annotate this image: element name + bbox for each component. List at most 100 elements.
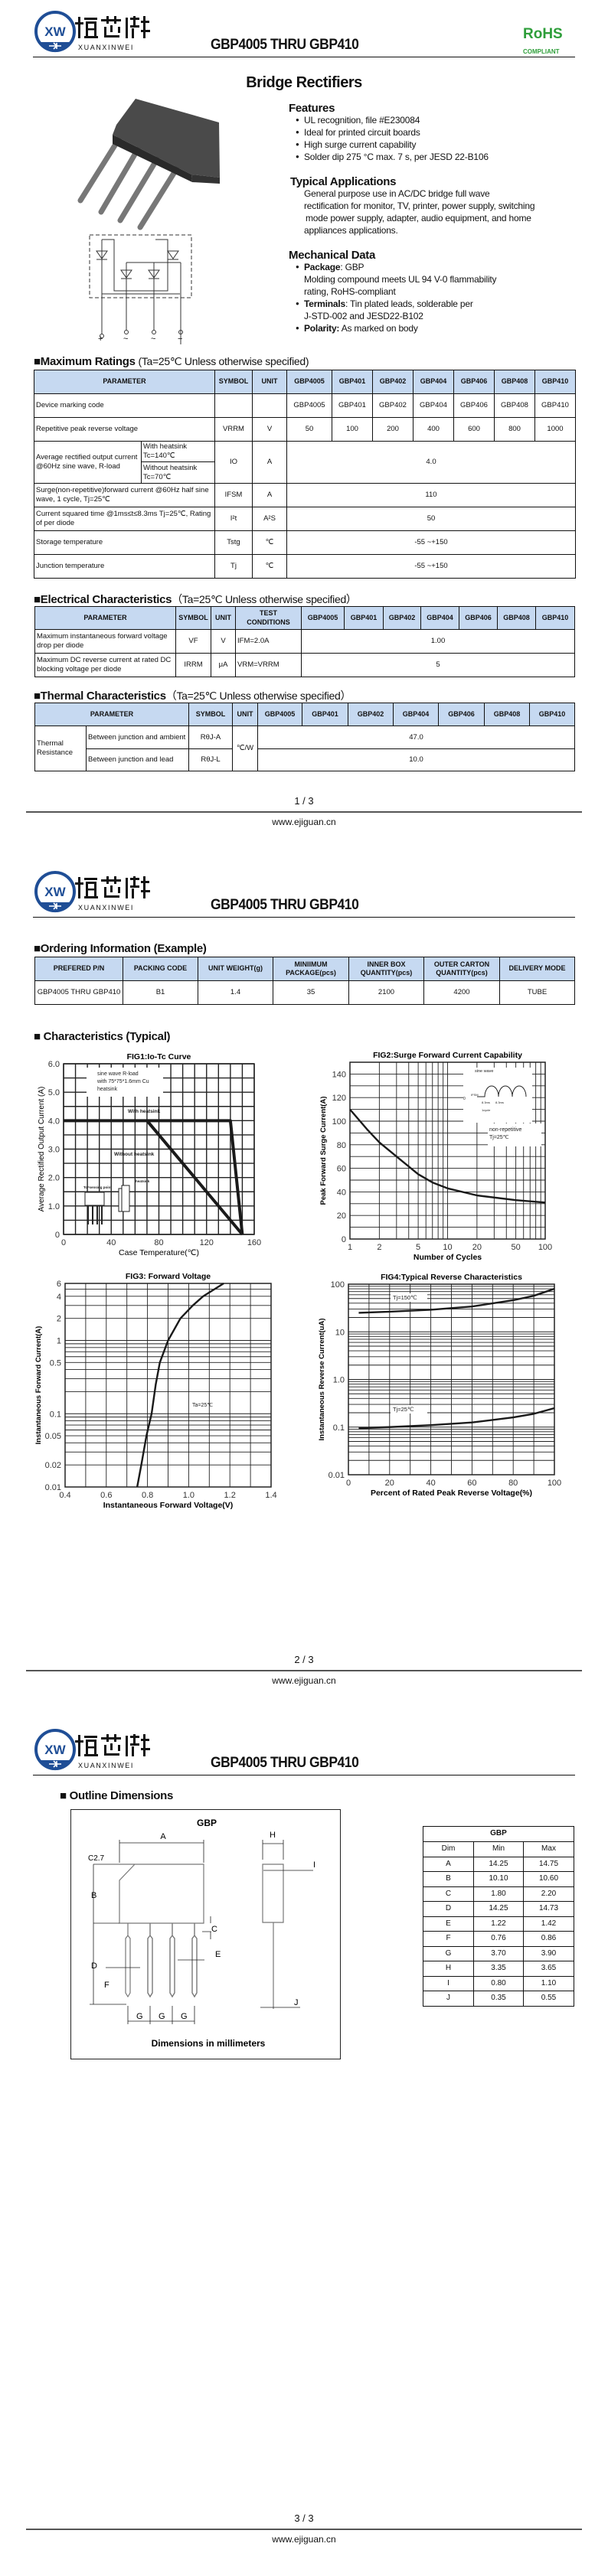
col-model: GBP4005 [301,606,345,630]
section-condition: （Ta=25℃ Unless otherwise specified） [165,690,351,702]
col-model: GBP401 [332,370,373,394]
chart-annotation: Without heatsink [114,1152,155,1157]
param-cell: Maximum instantaneous forward voltage dr… [34,629,176,654]
dim-cell: 0.35 [473,1991,524,2007]
ordering-table: PREFERED P/N PACKING CODE UNIT WEIGHT(g) MI… [34,957,575,1005]
chart-annotation: with 75*75*1.6mm Cu [96,1079,149,1084]
col-header: UNIT WEIGHT(g) [198,957,273,981]
dimension-label: E [215,1950,221,1959]
col-model: GBP402 [348,703,394,726]
applications-line: General purpose use in AC/DC bridge full… [304,188,490,199]
y-tick-label: 0 [342,1235,346,1244]
y-tick-label: 20 [337,1211,346,1221]
chart-title: FIG4:Typical Reverse Characteristics [381,1273,522,1282]
col-model: GBP408 [484,703,530,726]
grid [64,1283,272,1488]
symbol-cell: VRRM [214,417,253,442]
plot-frame [349,1061,546,1240]
chart-title: FIG3: Forward Voltage [126,1272,211,1281]
website-link[interactable]: www.ejiguan.cn [272,1675,336,1686]
value-cell: GBP401 [332,393,373,418]
col-header: OUTER CARTON QUANTITY(pcs) [423,957,500,981]
value-cell: -55 ~+150 [286,554,576,579]
fig4-reverse-chart: 0 20 40 60 80 100 0.01 0.1 1.0 10 100 FIG4:Typical … [318,1273,561,1498]
package-label: GBP [197,1818,217,1828]
x-tick-label: 5 [416,1243,420,1252]
plot-frame [64,1283,272,1488]
y-tick-label: 60 [337,1165,346,1174]
y-tick-label: 0 [55,1231,60,1240]
col-parameter: PARAMETER [34,703,189,726]
y-tick-label: 6.0 [48,1060,60,1069]
website-link[interactable]: www.ejiguan.cn [272,2534,336,2545]
x-tick-label: 50 [511,1243,520,1252]
x-tick-label: 10 [443,1243,452,1252]
x-tick-label: 1.2 [224,1491,236,1500]
dim-cell: 3.90 [523,1945,574,1961]
website-link[interactable]: www.ejiguan.cn [272,817,336,827]
dimension-label: G [136,2012,143,2021]
dim-cell: 10.10 [473,1871,524,1887]
col-model: GBP406 [459,606,498,630]
param-cell: Device marking code [34,393,215,418]
terminal-ac2: ~ [151,334,156,344]
chart-annotation: Tj=25℃ [489,1135,509,1140]
dim-cell: 1.80 [473,1886,524,1902]
dim-cell: 1.22 [473,1916,524,1932]
col-model: GBP410 [534,370,576,394]
dimension-label: F [104,1981,110,1990]
feature-item: High surge current capability [296,139,417,150]
max-ratings-table: PARAMETER SYMBOL UNIT GBP4005 GBP401 GBP402 GB… [34,370,576,579]
cond-cell: VRM=VRRM [235,653,302,677]
param-cell: Maximum DC reverse current at rated DC b… [34,653,176,677]
symbol-cell: Tj [214,554,253,579]
dim-cell: F [423,1931,474,1947]
document-title: GBP4005 THRU GBP410 [211,897,359,913]
chart-annotation: 0 [463,1097,466,1101]
package-image [77,99,220,230]
chart-title: FIG2:Surge Forward Current Capability [373,1051,522,1060]
header-rule [33,917,575,918]
col-model: GBP408 [494,370,535,394]
dim-cell: H [423,1961,474,1977]
unit-cell: V [252,417,287,442]
feature-item: Solder dip 275 °C max. 7 s, per JESD 22-… [296,152,489,162]
dim-cell: 3.70 [473,1945,524,1961]
param-cell: Junction temperature [34,554,215,579]
col-unit: UNIT [252,370,287,394]
thermal-title: ■Thermal Characteristics（Ta=25℃ Unless o… [34,688,351,703]
value-cell: GBP4005 THRU GBP410 [34,980,123,1005]
section-title: ■Maximum Ratings [34,355,136,368]
fig2-surge-chart: 1 2 5 10 20 50 100 0 20 40 60 80 100 120 140 FIG2:Surge… [319,1051,552,1262]
cond-cell: With heatsink Tc=140℃ [141,441,215,462]
col-header: PACKING CODE [123,957,198,981]
x-axis-label: Instantaneous Forward Voltage(V) [103,1501,234,1510]
x-tick-label: 0 [346,1479,351,1488]
mech-package: Package: GBP [296,262,364,272]
logo: XW XUANXINWEI [34,1728,164,1771]
value-cell: 100 [332,417,373,442]
param-cell: Between junction and lead [86,748,189,771]
applications-line: mode power supply, adapter, audio equipm… [306,213,531,223]
param-cell: Average rectified output current @60Hz s… [34,441,142,484]
dim-cell: A [423,1856,474,1872]
y-tick-label: 0.1 [50,1410,61,1419]
col-header: DELIVERY MODE [499,957,575,981]
page-number: 3 / 3 [294,2512,314,2524]
electrical-table: PARAMETER SYMBOL UNIT TEST CONDITIONS GBP400… [34,606,575,677]
value-cell: 1.00 [301,629,575,654]
col-model: GBP408 [497,606,536,630]
value-cell: GBP408 [494,393,535,418]
plot-frame [348,1283,555,1475]
dim-cell: G [423,1945,474,1961]
dimension-label: A [160,1832,166,1841]
value-cell: 200 [372,417,414,442]
param-cell: Repetitive peak reverse voltage [34,417,215,442]
chart-annotation: 1cycle [482,1108,491,1112]
feature-item: UL recognition, file #E230084 [296,115,420,126]
document-title: GBP4005 THRU GBP410 [211,37,359,53]
chart-annotation: IFSM [471,1093,479,1097]
dim-cell: 14.73 [523,1901,574,1917]
dimensions-table: GBP Dim Min Max A 14.25 14.75 B 10.10 10.60 C 1.80… [423,1826,574,2007]
y-tick-label: 0.01 [45,1483,61,1492]
